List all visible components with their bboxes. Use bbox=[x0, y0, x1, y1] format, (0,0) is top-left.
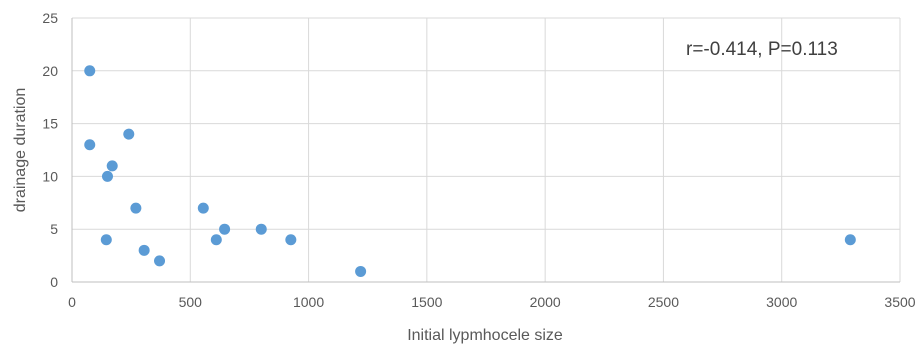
data-point bbox=[138, 244, 150, 256]
y-tick-label: 15 bbox=[42, 116, 58, 132]
y-tick-label: 0 bbox=[50, 274, 58, 290]
x-tick-label: 2000 bbox=[530, 294, 561, 310]
x-tick-label: 3500 bbox=[884, 294, 915, 310]
data-point bbox=[285, 234, 297, 246]
x-tick-label: 0 bbox=[68, 294, 76, 310]
data-point bbox=[130, 202, 142, 214]
y-tick-label: 5 bbox=[50, 221, 58, 237]
axes bbox=[71, 18, 900, 283]
data-point bbox=[154, 255, 166, 267]
data-point bbox=[100, 234, 112, 246]
data-point bbox=[210, 234, 222, 246]
x-tick-label: 3000 bbox=[766, 294, 797, 310]
data-point bbox=[106, 160, 118, 172]
x-tick-label: 2500 bbox=[648, 294, 679, 310]
data-point bbox=[255, 223, 267, 235]
data-point bbox=[84, 139, 96, 151]
y-tick-label: 25 bbox=[42, 10, 58, 26]
x-tick-label: 1000 bbox=[293, 294, 324, 310]
tick-labels: 0 5 10 15 20 25 0 500 1000 1500 2000 2500 3000 3500 bbox=[42, 10, 915, 310]
data-point bbox=[123, 128, 135, 140]
y-tick-label: 20 bbox=[42, 63, 58, 79]
data-point bbox=[197, 202, 209, 214]
data-point bbox=[844, 234, 856, 246]
x-tick-label: 500 bbox=[179, 294, 203, 310]
y-tick-label: 10 bbox=[42, 168, 58, 184]
data-point bbox=[355, 265, 367, 277]
data-point bbox=[219, 223, 231, 235]
correlation-annotation: r=-0.414, P=0.113 bbox=[686, 39, 838, 60]
data-points bbox=[84, 65, 856, 277]
data-point bbox=[101, 170, 113, 182]
x-axis-title: Initial lypmhocele size bbox=[407, 327, 563, 344]
gridlines bbox=[72, 17, 901, 282]
data-point bbox=[84, 65, 96, 77]
x-tick-label: 1500 bbox=[411, 294, 442, 310]
y-axis-title: drainage duration bbox=[12, 88, 29, 213]
